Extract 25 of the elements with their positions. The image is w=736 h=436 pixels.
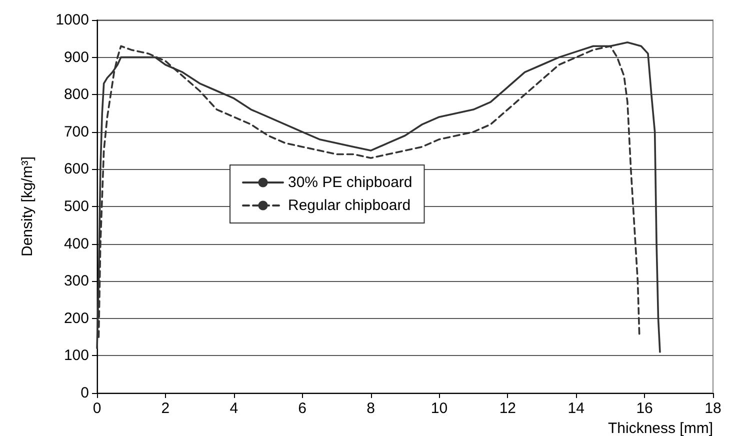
y-tick-label: 0 [80,384,89,402]
x-tick-label: 18 [704,400,722,417]
x-tick-label: 0 [92,400,102,417]
y-tick-label: 100 [64,347,89,364]
y-axis-title: Density [kg/m³] [19,156,36,257]
y-tick-label: 900 [64,48,89,66]
legend-label: Regular chipboard [288,197,411,214]
y-tick-label: 700 [64,123,89,140]
legend-label: 30% PE chipboard [288,174,412,191]
x-tick-label: 14 [568,400,584,417]
y-tick-label: 300 [64,272,89,290]
y-tick-label: 400 [64,235,89,252]
x-tick-label: 8 [366,400,375,417]
x-tick-label: 6 [298,400,307,417]
x-tick-label: 4 [230,400,238,417]
y-tick-label: 200 [64,310,89,327]
y-tick-label: 500 [64,198,89,215]
x-tick-label: 12 [499,400,516,417]
x-axis-title: Thickness [mm] [608,420,713,436]
x-tick-label: 16 [636,400,653,417]
y-tick-label: 1000 [56,12,89,28]
y-tick-label: 600 [64,160,89,178]
x-tick-label: 2 [161,400,170,417]
y-tick-label: 800 [64,86,89,104]
x-tick-label: 10 [430,400,448,417]
